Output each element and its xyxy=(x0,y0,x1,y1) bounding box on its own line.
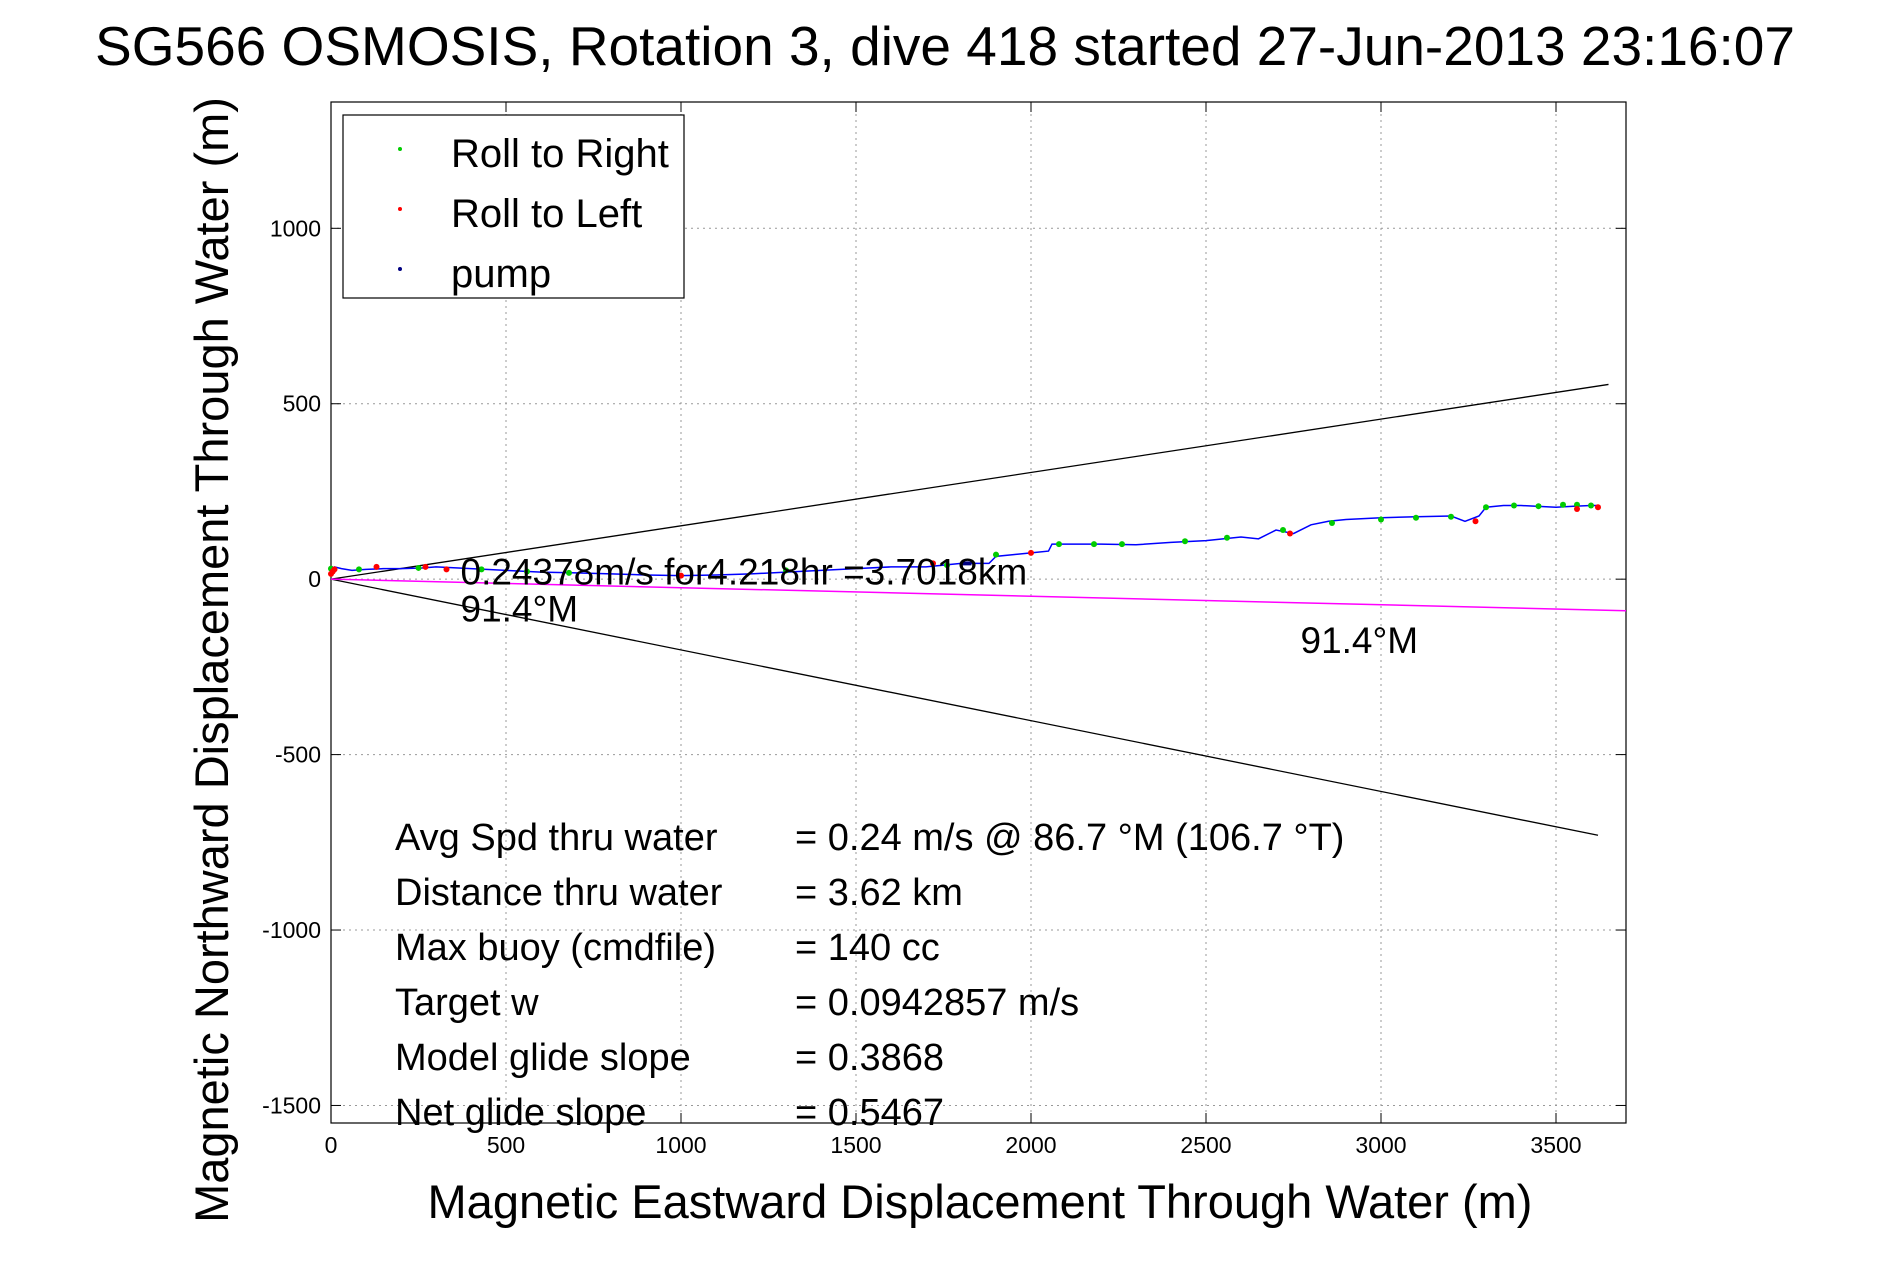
roll-right-point xyxy=(1280,527,1286,534)
stat-value: = 0.24 m/s @ 86.7 °M (106.7 °T) xyxy=(795,817,1344,859)
roll-right-point xyxy=(524,568,530,575)
chart-title: SG566 OSMOSIS, Rotation 3, dive 418 star… xyxy=(95,15,1795,77)
stat-value: = 140 cc xyxy=(795,927,940,969)
track-line xyxy=(330,504,1598,577)
roll-right-point xyxy=(356,566,362,573)
roll-right-point xyxy=(1574,501,1580,508)
x-tick-label: 3000 xyxy=(1355,1132,1406,1158)
x-tick-label: 1000 xyxy=(655,1132,706,1158)
y-tick-label: -500 xyxy=(275,742,321,768)
roll-right-point xyxy=(1483,504,1489,511)
cone-lower-line xyxy=(330,578,1599,836)
roll-left-point xyxy=(678,572,684,579)
stat-label: Distance thru water xyxy=(395,872,723,914)
roll-right-point xyxy=(944,562,950,569)
roll-right-point xyxy=(1413,514,1419,521)
x-tick-label: 3500 xyxy=(1530,1132,1581,1158)
roll-right-point xyxy=(1511,502,1517,509)
plot-area: 0 500 1000 1500 2000 2500 3000 3500 -1500 -1000 -5… xyxy=(262,101,1627,1158)
y-tick-label: 1000 xyxy=(270,215,321,241)
y-tick-label: 0 xyxy=(308,566,321,592)
stat-label: Model glide slope xyxy=(395,1037,691,1079)
roll-right-point xyxy=(1119,541,1125,548)
roll-left-point xyxy=(1574,505,1580,512)
x-axis-label: Magnetic Eastward Displacement Through W… xyxy=(428,1175,1533,1228)
y-tick-label: -1500 xyxy=(262,1092,321,1118)
legend-roll-right-marker xyxy=(398,147,402,151)
roll-right-point xyxy=(1224,534,1230,541)
stat-value: = 0.0942857 m/s xyxy=(795,982,1079,1024)
roll-right-point xyxy=(993,551,999,558)
heading-line xyxy=(330,578,1627,612)
stat-label: Max buoy (cmdfile) xyxy=(395,927,716,969)
x-tick-label: 500 xyxy=(487,1132,525,1158)
roll-right-point xyxy=(1448,513,1454,520)
cone-upper-line xyxy=(330,383,1609,580)
roll-right-point xyxy=(415,564,422,571)
y-axis-label: Magnetic Northward Displacement Through … xyxy=(185,97,238,1223)
axes-box xyxy=(330,101,1627,1124)
roll-right-point xyxy=(1378,516,1384,523)
legend-roll-left-marker xyxy=(398,207,402,211)
chart-annotation: 91.4°M xyxy=(461,588,579,629)
stat-value: = 0.5467 xyxy=(795,1092,944,1134)
roll-right-point xyxy=(478,566,485,573)
roll-right-point xyxy=(1535,503,1542,510)
legend: Roll to Right Roll to Left pump xyxy=(342,114,685,299)
stat-label: Target w xyxy=(395,982,539,1024)
x-tick-label: 1500 xyxy=(830,1132,881,1158)
roll-left-point xyxy=(930,560,936,567)
x-tick-label: 2000 xyxy=(1005,1132,1056,1158)
chart-annotation: 91.4°M xyxy=(1301,620,1419,661)
stat-label: Avg Spd thru water xyxy=(395,817,718,859)
roll-right-point xyxy=(1560,501,1566,508)
roll-left-point xyxy=(443,566,450,573)
y-tick-label: -1000 xyxy=(262,917,321,943)
roll-left-point xyxy=(1028,549,1034,556)
x-tick-label: 2500 xyxy=(1180,1132,1231,1158)
roll-right-point xyxy=(1056,541,1062,548)
legend-roll-left-label: Roll to Left xyxy=(451,192,642,236)
y-tick-label: 500 xyxy=(283,391,321,417)
stat-value: = 3.62 km xyxy=(795,872,963,914)
legend-pump-marker xyxy=(398,267,402,271)
roll-right-point xyxy=(1182,538,1188,545)
stat-value: = 0.3868 xyxy=(795,1037,944,1079)
legend-roll-right-label: Roll to Right xyxy=(451,132,669,176)
roll-left-point xyxy=(1472,518,1479,525)
roll-right-point xyxy=(783,567,789,574)
roll-left-point xyxy=(422,563,429,570)
roll-left-point xyxy=(1595,504,1601,511)
roll-right-point xyxy=(1091,541,1097,548)
legend-pump-label: pump xyxy=(451,252,551,296)
roll-right-point xyxy=(1329,520,1335,527)
roll-left-point xyxy=(373,563,380,570)
roll-right-point xyxy=(566,569,572,576)
roll-left-point xyxy=(1287,530,1293,537)
x-tick-label: 0 xyxy=(325,1132,338,1158)
stat-label: Net glide slope xyxy=(395,1092,646,1134)
roll-right-point xyxy=(1588,502,1594,509)
chart-annotation: 0.24378m/s for4.218hr =3.7018km xyxy=(461,551,1028,592)
roll-left-point xyxy=(331,566,338,573)
